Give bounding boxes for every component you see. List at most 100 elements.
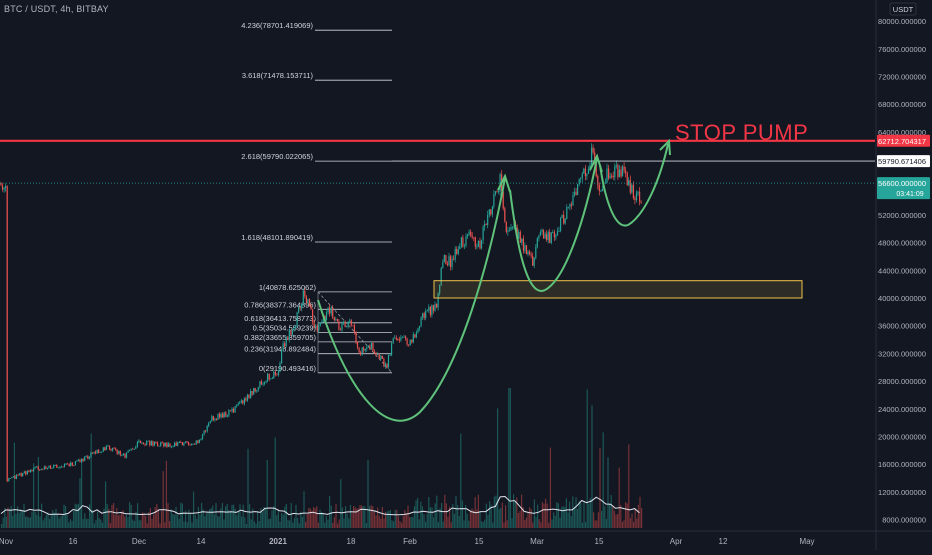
- candle-body: [374, 351, 376, 354]
- volume-bar: [501, 502, 503, 528]
- candle-body: [302, 290, 304, 304]
- volume-bar: [607, 457, 609, 528]
- candle-body: [533, 257, 535, 266]
- volume-bar: [298, 523, 300, 528]
- volume-bar: [122, 510, 124, 528]
- volume-bar: [565, 498, 567, 528]
- candle-body: [271, 377, 273, 379]
- candle-body: [9, 478, 11, 479]
- candle-body: [628, 180, 630, 186]
- candle-body: [63, 464, 66, 467]
- volume-bar: [135, 511, 137, 528]
- candle-body: [112, 447, 114, 451]
- volume-bar: [157, 509, 159, 528]
- volume-bar: [327, 519, 329, 528]
- candle-body: [578, 179, 580, 184]
- candle-body: [538, 235, 540, 239]
- volume-bar: [199, 514, 201, 528]
- candle-body: [420, 317, 422, 326]
- candle-body: [436, 304, 438, 308]
- candle-body: [144, 444, 146, 446]
- candle-body: [321, 321, 323, 323]
- candle-body: [99, 451, 101, 453]
- candle-body: [442, 262, 444, 268]
- candle-body: [197, 440, 199, 443]
- candle-body: [539, 231, 541, 236]
- candle-body: [257, 387, 259, 390]
- candle-body: [40, 469, 42, 471]
- candle-body: [263, 382, 266, 384]
- candle-body: [626, 172, 628, 186]
- volume-bar: [522, 507, 524, 528]
- candle-body: [153, 441, 156, 446]
- volume-bar: [329, 496, 331, 528]
- candle-body: [201, 434, 204, 439]
- volume-bar: [212, 505, 214, 528]
- candle-body: [349, 320, 351, 322]
- candle-body: [205, 430, 207, 432]
- volume-bar: [317, 522, 319, 528]
- candle-body: [530, 254, 532, 256]
- candle-body: [1, 185, 4, 190]
- volume-bar: [252, 508, 254, 528]
- candle-body: [79, 459, 81, 462]
- stop-pump-annotation: STOP PUMP: [675, 120, 808, 145]
- x-tick-label: 2021: [269, 537, 287, 546]
- volume-bar: [108, 508, 110, 528]
- current-price-tag: 56600.000000: [878, 179, 926, 188]
- candle-body: [426, 310, 428, 312]
- volume-bar: [413, 506, 415, 528]
- candle-body: [529, 251, 531, 255]
- candle-body: [77, 459, 80, 461]
- volume-bar: [519, 510, 521, 528]
- candle-body: [553, 232, 555, 238]
- volume-bar: [60, 516, 62, 528]
- candle-body: [25, 471, 27, 475]
- volume-bar: [325, 516, 327, 528]
- volume-bar: [221, 503, 223, 528]
- candle-body: [57, 467, 59, 469]
- candle-body: [370, 343, 373, 349]
- candle-body: [556, 231, 559, 236]
- candle-body: [597, 176, 599, 186]
- candle-body: [380, 355, 382, 359]
- candle-body: [118, 451, 120, 454]
- fib-price-tag: 59790.671406: [878, 157, 926, 166]
- candle-body: [70, 462, 72, 467]
- candle-body: [611, 175, 613, 177]
- candle-body: [287, 337, 289, 340]
- candle-body: [391, 343, 393, 356]
- volume-bar: [90, 433, 92, 528]
- volume-bar: [87, 518, 89, 528]
- fib-level-label: 0.236(31948.892484): [244, 345, 316, 354]
- x-tick-label: 15: [475, 537, 484, 546]
- volume-bar: [239, 504, 241, 528]
- volume-bar: [234, 508, 236, 528]
- volume-bar: [290, 503, 292, 528]
- volume-bar: [572, 496, 574, 528]
- candle-body: [0, 183, 2, 186]
- candle-body: [19, 473, 21, 475]
- volume-bar: [300, 511, 302, 528]
- candle-body: [363, 347, 365, 351]
- volume-bar: [441, 503, 443, 528]
- volume-bar: [580, 503, 582, 528]
- candle-body: [560, 218, 562, 231]
- volume-bar: [180, 502, 182, 528]
- volume-bar: [165, 460, 167, 528]
- candle-body: [268, 373, 270, 380]
- candle-body: [558, 230, 560, 232]
- candle-body: [163, 442, 165, 447]
- candle-body: [448, 256, 450, 266]
- fib-level-label: 3.618(71478.153711): [242, 71, 314, 80]
- candle-body: [625, 170, 627, 173]
- volume-bar: [589, 498, 591, 528]
- volume-bar: [217, 516, 219, 528]
- candle-body: [473, 237, 475, 238]
- candle-body: [296, 312, 298, 327]
- volume-bar: [455, 496, 457, 528]
- volume-bar: [375, 515, 377, 528]
- candle-body: [411, 339, 413, 343]
